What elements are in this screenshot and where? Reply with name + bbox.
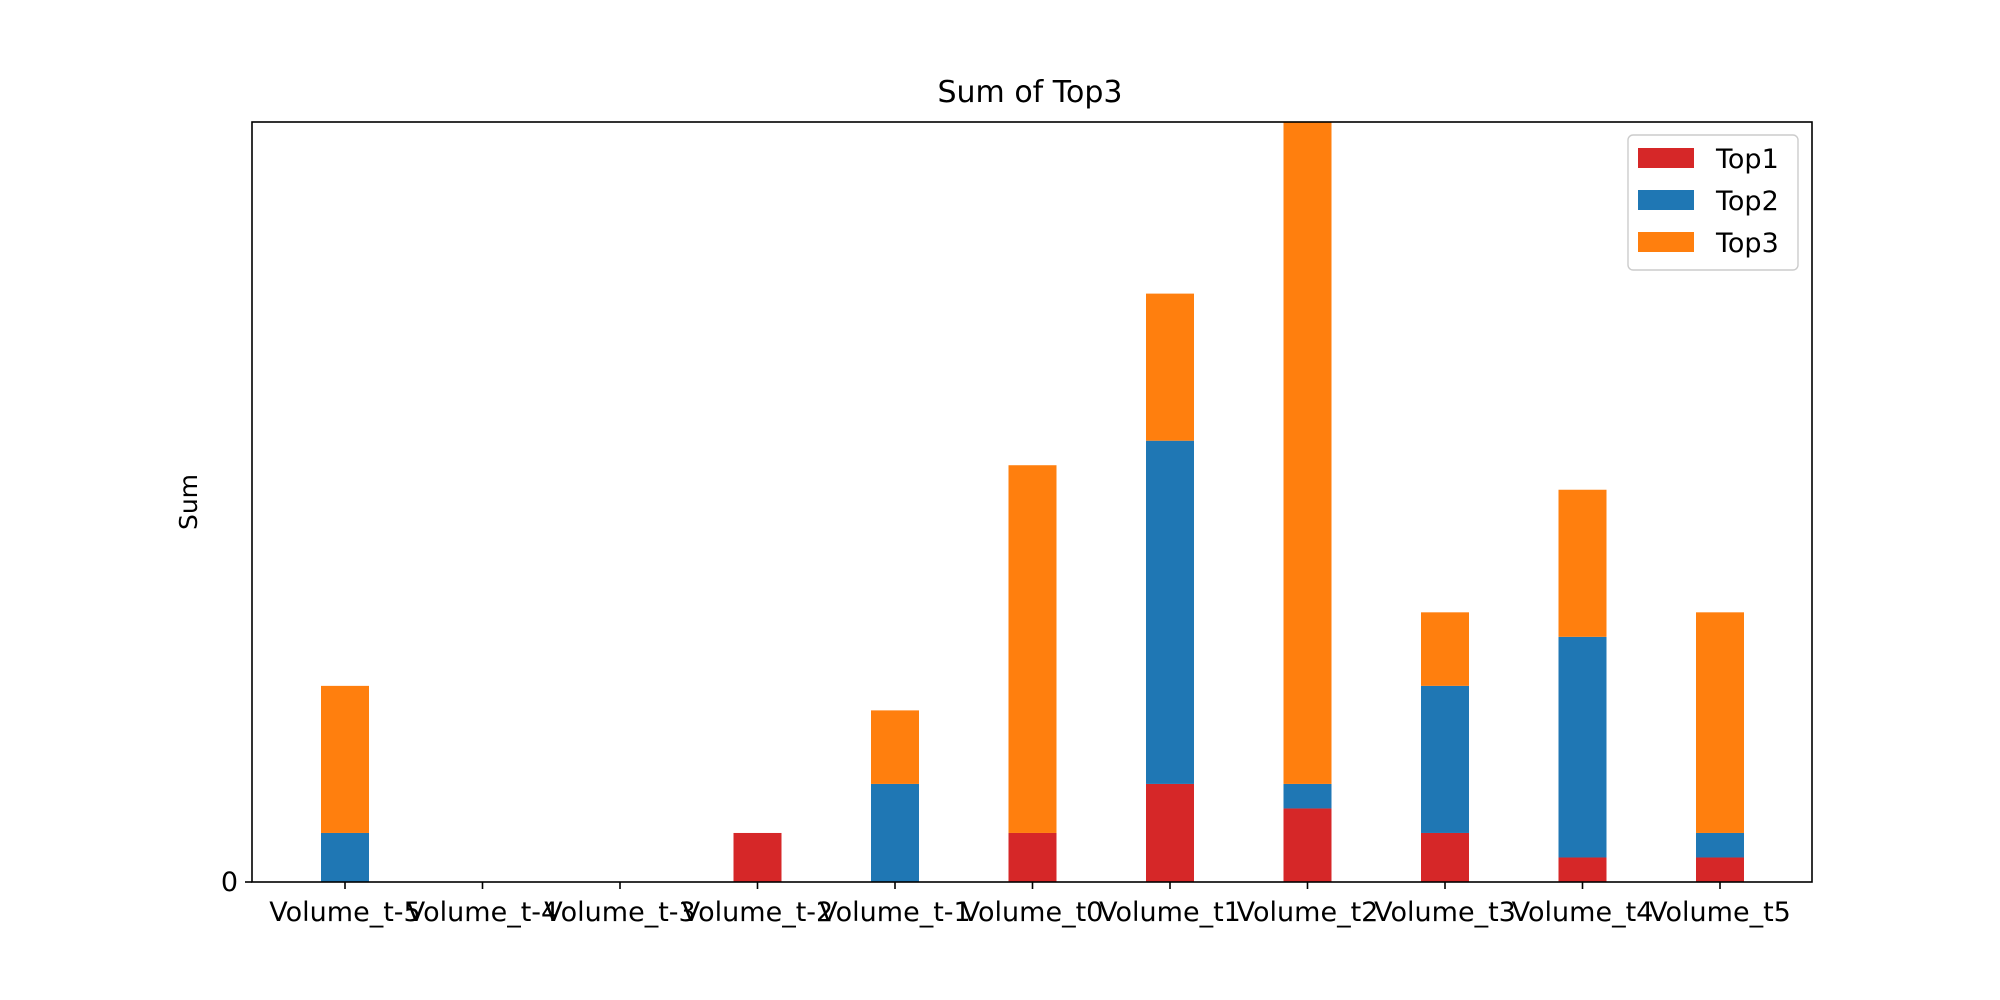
bar-top3-8 (1421, 612, 1469, 686)
legend-label-top2: Top2 (1715, 186, 1779, 217)
y-axis-label: Sum (174, 474, 203, 530)
x-tick-label-0: Volume_t-5 (269, 897, 420, 928)
x-tick-label-8: Volume_t3 (1374, 897, 1516, 928)
legend-swatch-top3 (1638, 232, 1694, 252)
bar-top3-4 (871, 710, 919, 784)
bar-top2-4 (871, 783, 919, 882)
legend-swatch-top1 (1638, 148, 1694, 168)
x-tick-label-2: Volume_t-3 (544, 897, 695, 928)
bar-top3-10 (1696, 612, 1744, 833)
plot-frame (251, 121, 1813, 883)
bar-top2-7 (1283, 783, 1332, 809)
bar-top3-0 (321, 685, 369, 833)
bars-group (321, 122, 1744, 882)
bar-top1-8 (1421, 832, 1469, 882)
x-tick-label-9: Volume_t4 (1512, 897, 1654, 928)
x-tick-label-3: Volume_t-2 (682, 897, 833, 928)
x-tick-label-4: Volume_t-1 (819, 897, 970, 928)
bar-top1-10 (1696, 857, 1744, 882)
bar-top1-3 (733, 832, 782, 882)
x-tick-label-6: Volume_t1 (1099, 897, 1241, 928)
y-tick-label-0: 0 (221, 867, 238, 898)
bar-top3-7 (1283, 122, 1332, 784)
bar-top3-5 (1008, 465, 1057, 833)
chart-title: Sum of Top3 (938, 75, 1123, 110)
x-ticks-group: Volume_t-5Volume_t-4Volume_t-3Volume_t-2… (269, 882, 1791, 928)
bar-top1-7 (1283, 808, 1332, 882)
x-tick-label-7: Volume_t2 (1237, 897, 1379, 928)
legend: Top1 Top2 Top3 (1627, 134, 1799, 271)
y-ticks-group: 0 (221, 867, 252, 898)
x-tick-label-5: Volume_t0 (962, 897, 1104, 928)
bar-top1-5 (1008, 832, 1057, 882)
legend-label-top3: Top3 (1715, 228, 1779, 259)
bar-top2-6 (1146, 440, 1194, 784)
bar-top2-9 (1558, 636, 1607, 858)
legend-label-top1: Top1 (1715, 144, 1779, 175)
bar-top2-0 (321, 832, 369, 882)
bar-top2-10 (1696, 832, 1744, 858)
x-tick-label-10: Volume_t5 (1649, 897, 1791, 928)
bar-top1-9 (1558, 857, 1607, 882)
bar-top3-6 (1146, 293, 1194, 441)
legend-swatch-top2 (1638, 190, 1694, 210)
x-tick-label-1: Volume_t-4 (407, 897, 558, 928)
bar-top1-6 (1146, 783, 1194, 882)
bar-top2-8 (1421, 685, 1469, 833)
bar-top3-9 (1558, 489, 1607, 637)
